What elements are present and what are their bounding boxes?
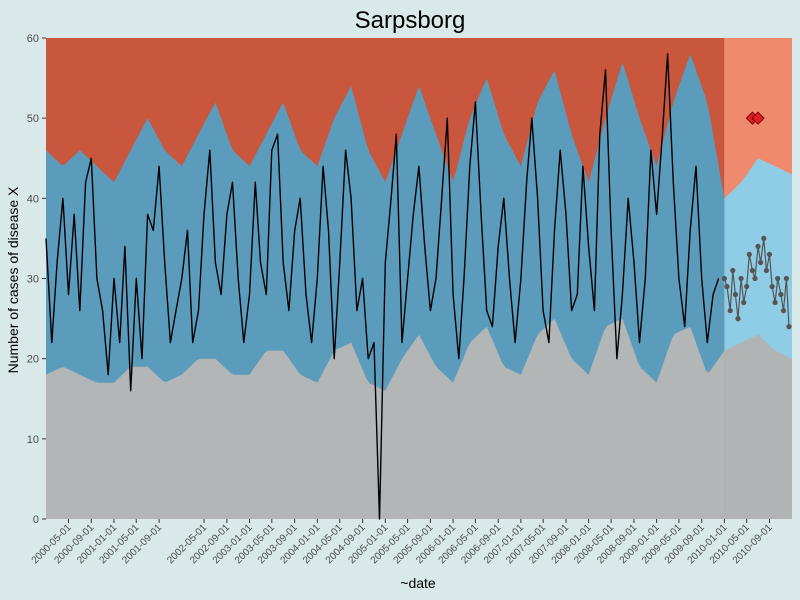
prediction-point [752,275,758,282]
observed-line [45,53,720,520]
prediction-point [778,291,784,298]
y-tick-label: 60 [27,33,39,45]
prediction-point [735,316,741,322]
prediction-point [780,308,787,314]
prediction-point [741,299,747,306]
y-tick-label: 50 [27,113,39,125]
y-axis-title: Number of cases of disease X [5,186,21,373]
prediction-point [763,267,770,274]
prediction-point [738,275,744,282]
y-tick-label: 20 [27,354,39,366]
prediction-point [772,299,778,306]
y-tick-label: 40 [27,193,39,205]
y-tick-label: 10 [27,434,39,446]
prediction-point [746,251,752,257]
outbreak-marker [751,111,765,125]
prediction-point [721,275,728,282]
prediction-point [758,259,764,266]
chart-title: Sarpsborg [355,7,466,34]
prediction-point [724,283,730,290]
prediction-point [732,291,739,298]
prediction-point [761,235,767,241]
prediction-point [766,251,773,257]
low-zone-area [46,319,725,519]
prediction-point [755,243,761,249]
prediction-point [744,283,750,290]
y-axis: 0 10 20 30 40 50 60 [27,33,46,526]
prediction-low-zone-area [724,334,792,519]
plot-area [45,38,792,520]
prediction-point [775,275,781,282]
y-tick-label: 30 [27,274,39,286]
prediction-line [723,238,790,327]
prediction-point [727,308,733,314]
x-axis-title: ~date [400,575,436,591]
prediction-point [786,324,792,330]
y-tick-label: 0 [33,514,39,526]
prediction-point [749,267,756,274]
prediction-point [730,267,736,274]
prediction-point [769,283,775,290]
prediction-point [783,275,790,282]
